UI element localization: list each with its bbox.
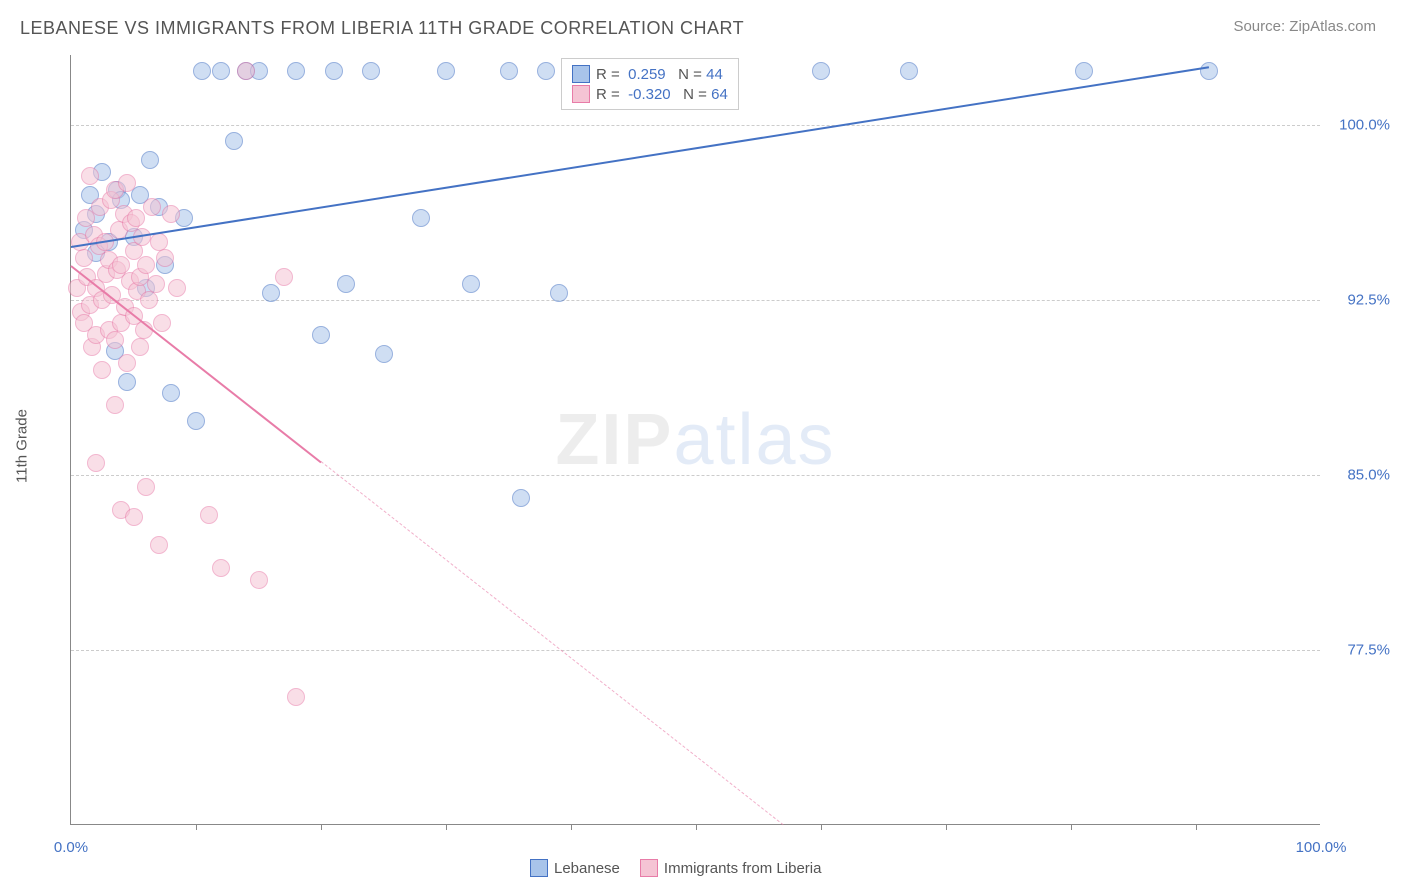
scatter-point: [500, 62, 518, 80]
legend-item: Lebanese: [530, 859, 620, 877]
scatter-point: [1075, 62, 1093, 80]
watermark-bold: ZIP: [555, 400, 673, 480]
scatter-point: [75, 249, 93, 267]
legend-item: Immigrants from Liberia: [640, 859, 822, 877]
x-tick: [446, 824, 447, 830]
legend-swatch: [572, 85, 590, 103]
gridline: [71, 475, 1320, 476]
scatter-point: [150, 536, 168, 554]
scatter-point: [127, 209, 145, 227]
scatter-point: [131, 338, 149, 356]
scatter-point: [118, 354, 136, 372]
scatter-point: [275, 268, 293, 286]
scatter-point: [550, 284, 568, 302]
scatter-point: [287, 688, 305, 706]
scatter-point: [900, 62, 918, 80]
watermark-light: atlas: [673, 400, 835, 480]
scatter-point: [112, 256, 130, 274]
stats-legend-row: R = -0.320 N = 64: [572, 85, 728, 103]
scatter-point: [287, 62, 305, 80]
scatter-point: [125, 508, 143, 526]
x-tick: [1196, 824, 1197, 830]
scatter-point: [106, 331, 124, 349]
scatter-point: [187, 412, 205, 430]
y-axis-label: 11th Grade: [14, 409, 31, 483]
scatter-point: [437, 62, 455, 80]
chart-plot-area: ZIPatlas 77.5%85.0%92.5%100.0%0.0%100.0%…: [70, 55, 1320, 825]
scatter-point: [362, 62, 380, 80]
scatter-point: [153, 314, 171, 332]
scatter-point: [137, 256, 155, 274]
scatter-point: [200, 506, 218, 524]
y-tick-label: 85.0%: [1330, 467, 1390, 484]
scatter-point: [212, 62, 230, 80]
y-tick-label: 77.5%: [1330, 642, 1390, 659]
stats-legend: R = 0.259 N = 44 R = -0.320 N = 64: [561, 58, 739, 110]
scatter-point: [93, 361, 111, 379]
scatter-point: [156, 249, 174, 267]
source-label: Source: ZipAtlas.com: [1233, 18, 1376, 35]
scatter-point: [537, 62, 555, 80]
chart-title: LEBANESE VS IMMIGRANTS FROM LIBERIA 11TH…: [20, 18, 744, 39]
stats-text: R = 0.259 N = 44: [596, 66, 723, 83]
x-tick: [946, 824, 947, 830]
gridline: [71, 300, 1320, 301]
scatter-point: [325, 62, 343, 80]
gridline: [71, 650, 1320, 651]
x-tick: [1071, 824, 1072, 830]
x-tick: [571, 824, 572, 830]
legend-swatch: [530, 859, 548, 877]
scatter-point: [143, 198, 161, 216]
scatter-point: [162, 205, 180, 223]
scatter-point: [118, 373, 136, 391]
x-tick-label: 0.0%: [54, 839, 88, 856]
scatter-point: [337, 275, 355, 293]
legend-bottom: Lebanese Immigrants from Liberia: [530, 859, 821, 877]
scatter-point: [141, 151, 159, 169]
gridline: [71, 125, 1320, 126]
scatter-point: [237, 62, 255, 80]
y-tick-label: 92.5%: [1330, 292, 1390, 309]
watermark: ZIPatlas: [555, 399, 835, 481]
legend-swatch: [572, 65, 590, 83]
scatter-point: [162, 384, 180, 402]
x-tick: [321, 824, 322, 830]
scatter-point: [250, 571, 268, 589]
legend-label: Immigrants from Liberia: [664, 860, 822, 877]
scatter-point: [140, 291, 158, 309]
scatter-point: [375, 345, 393, 363]
scatter-point: [412, 209, 430, 227]
y-tick-label: 100.0%: [1330, 117, 1390, 134]
legend-label: Lebanese: [554, 860, 620, 877]
scatter-point: [118, 174, 136, 192]
scatter-point: [87, 454, 105, 472]
scatter-point: [312, 326, 330, 344]
stats-legend-row: R = 0.259 N = 44: [572, 65, 728, 83]
scatter-point: [1200, 62, 1218, 80]
scatter-point: [106, 396, 124, 414]
scatter-point: [462, 275, 480, 293]
scatter-point: [150, 233, 168, 251]
x-tick: [196, 824, 197, 830]
scatter-point: [262, 284, 280, 302]
x-tick: [821, 824, 822, 830]
scatter-point: [225, 132, 243, 150]
scatter-point: [147, 275, 165, 293]
stats-text: R = -0.320 N = 64: [596, 86, 728, 103]
scatter-point: [81, 167, 99, 185]
scatter-point: [212, 559, 230, 577]
x-tick-label: 100.0%: [1296, 839, 1347, 856]
trend-line-dashed: [321, 462, 784, 826]
scatter-point: [168, 279, 186, 297]
scatter-point: [512, 489, 530, 507]
x-tick: [696, 824, 697, 830]
scatter-point: [812, 62, 830, 80]
scatter-point: [137, 478, 155, 496]
legend-swatch: [640, 859, 658, 877]
scatter-point: [193, 62, 211, 80]
